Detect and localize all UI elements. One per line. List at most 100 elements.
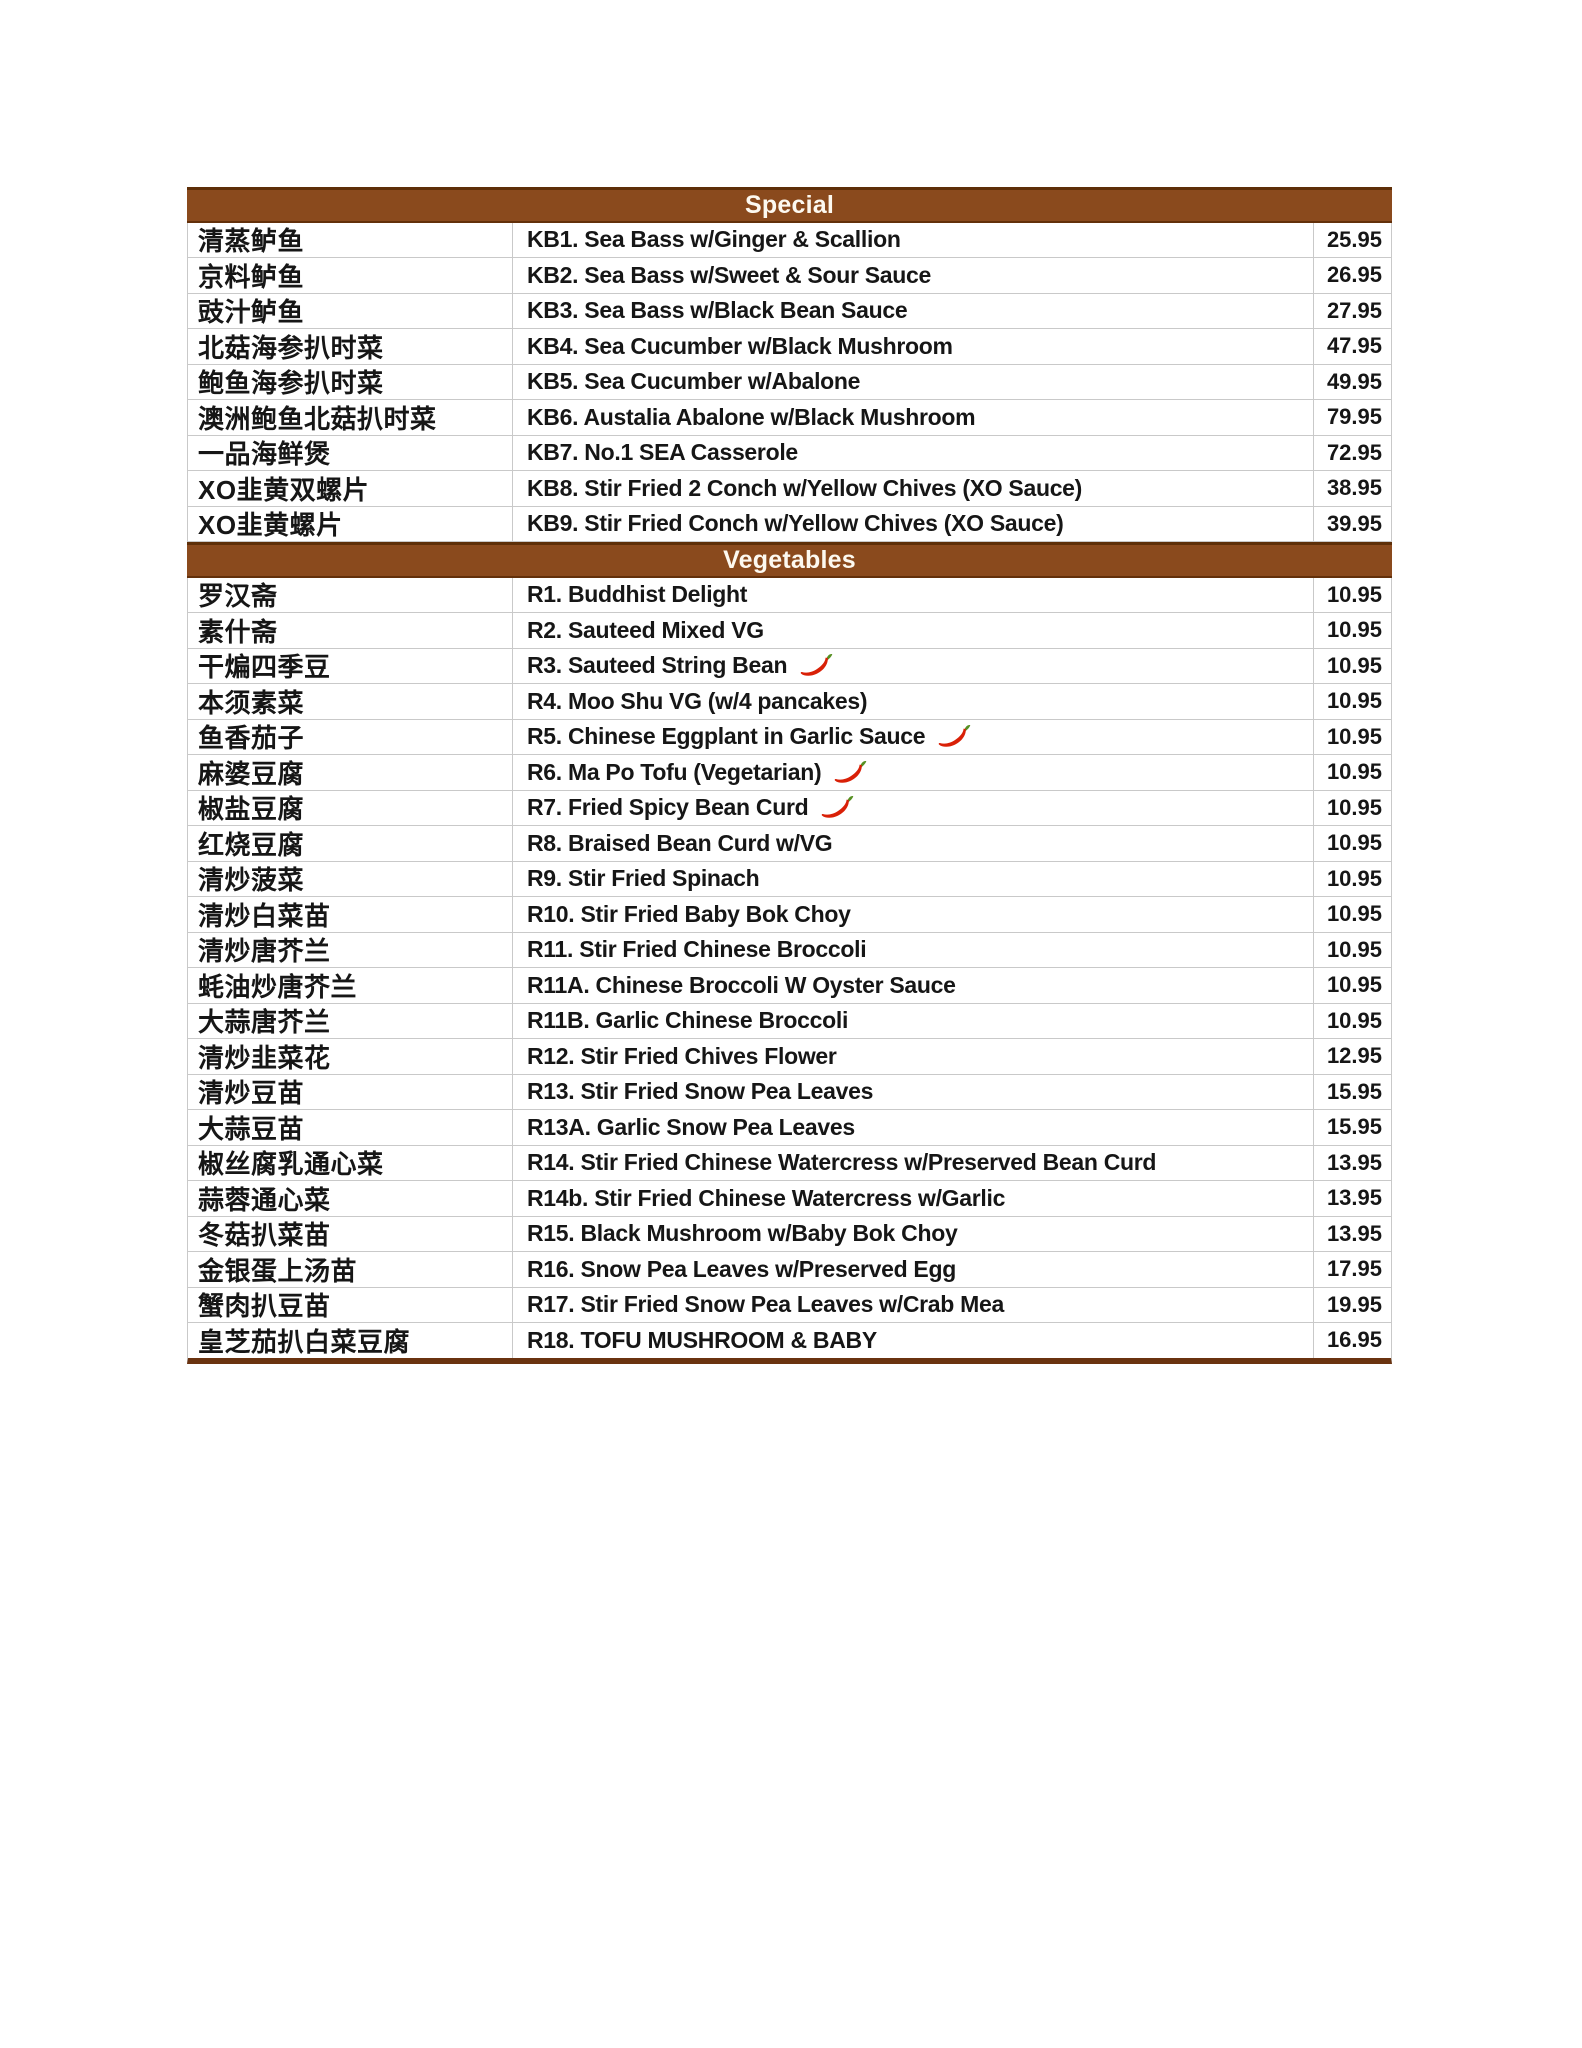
dish-price: 27.95 [1326,297,1382,323]
dish-description-cell: KB9. Stir Fried Conch w/Yellow Chives (X… [513,506,1314,541]
section-header-vegetables: Vegetables [187,542,1392,578]
dish-description-cell: R12. Stir Fried Chives Flower [513,1039,1314,1074]
dish-price: 10.95 [1326,936,1382,962]
dish-name-chinese: 鱼香茄子 [188,719,513,754]
menu-row: 干煸四季豆 R3. Sauteed String Bean 10.95 [188,648,1391,684]
chili-pepper-icon [938,725,971,748]
dish-name-english: KB1. Sea Bass w/Ginger & Scallion [527,226,901,253]
dish-name-english: R11A. Chinese Broccoli W Oyster Sauce [527,971,956,998]
section-title: Special [745,190,834,219]
dish-price: 47.95 [1326,333,1382,359]
dish-name-chinese: 皇芝茄扒白菜豆腐 [188,1323,513,1358]
menu-row: 金银蛋上汤苗 R16. Snow Pea Leaves w/Preserved E… [188,1252,1391,1288]
dish-name-chinese: 一品海鲜煲 [188,435,513,470]
menu-row: 大蒜豆苗 R13A. Garlic Snow Pea Leaves 15.95 [188,1110,1391,1146]
dish-price: 72.95 [1326,439,1382,465]
dish-description-cell: R11A. Chinese Broccoli W Oyster Sauce [513,968,1314,1003]
dish-description-cell: KB6. Austalia Abalone w/Black Mushroom [513,400,1314,435]
dish-description-cell: R18. TOFU MUSHROOM & BABY [513,1323,1314,1358]
dish-description-cell: R5. Chinese Eggplant in Garlic Sauce [513,719,1314,754]
dish-name-english: KB4. Sea Cucumber w/Black Mushroom [527,332,953,359]
menu-row: 椒丝腐乳通心菜 R14. Stir Fried Chinese Watercres… [188,1145,1391,1181]
menu-row: 鲍鱼海参扒时菜 KB5. Sea Cucumber w/Abalone 49.95 [188,364,1391,400]
menu-row: 椒盐豆腐 R7. Fried Spicy Bean Curd 10.95 [188,790,1391,826]
dish-price: 10.95 [1326,759,1382,785]
dish-name-english: R13. Stir Fried Snow Pea Leaves [527,1078,874,1105]
menu-row: 鱼香茄子 R5. Chinese Eggplant in Garlic Sauce… [188,719,1391,755]
dish-name-chinese: 素什斋 [188,613,513,648]
dish-name-english: R1. Buddhist Delight [527,581,748,608]
menu-row: 清炒唐芥兰 R11. Stir Fried Chinese Broccoli 10.… [188,932,1391,968]
menu-row: XO韭黄螺片 KB9. Stir Fried Conch w/Yellow Chi… [188,506,1391,542]
dish-description-cell: R14b. Stir Fried Chinese Watercress w/Ga… [513,1181,1314,1216]
menu-row: 清蒸鲈鱼 KB1. Sea Bass w/Ginger & Scallion 25.… [188,222,1391,258]
dish-name-english: KB7. No.1 SEA Casserole [527,439,798,466]
dish-name-english: R12. Stir Fried Chives Flower [527,1042,837,1069]
dish-name-english: R3. Sauteed String Bean [527,652,788,679]
dish-name-chinese: 清炒白菜苗 [188,897,513,932]
dish-name-chinese: 冬菇扒菜苗 [188,1216,513,1251]
dish-price: 10.95 [1326,865,1382,891]
dish-name-chinese: 蒜蓉通心菜 [188,1181,513,1216]
dish-price: 10.95 [1326,1007,1382,1033]
dish-name-chinese: 红烧豆腐 [188,826,513,861]
dish-price: 10.95 [1326,794,1382,820]
dish-name-english: R8. Braised Bean Curd w/VG [527,829,833,856]
dish-name-english: R17. Stir Fried Snow Pea Leaves w/Crab M… [527,1291,1004,1318]
dish-price: 79.95 [1326,404,1382,430]
dish-name-english: R18. TOFU MUSHROOM & BABY [527,1326,877,1353]
dish-name-chinese: 清蒸鲈鱼 [188,222,513,257]
dish-name-english: KB6. Austalia Abalone w/Black Mushroom [527,403,976,430]
menu-row: 一品海鲜煲 KB7. No.1 SEA Casserole 72.95 [188,435,1391,471]
menu-row: 素什斋 R2. Sauteed Mixed VG 10.95 [188,613,1391,649]
dish-price: 12.95 [1326,1043,1382,1069]
dish-description-cell: R13A. Garlic Snow Pea Leaves [513,1110,1314,1145]
dish-name-chinese: 北菇海参扒时菜 [188,329,513,364]
dish-description-cell: R8. Braised Bean Curd w/VG [513,826,1314,861]
dish-name-english: KB5. Sea Cucumber w/Abalone [527,368,861,395]
dish-name-english: R13A. Garlic Snow Pea Leaves [527,1113,855,1140]
dish-name-chinese: 大蒜豆苗 [188,1110,513,1145]
dish-price: 19.95 [1326,1291,1382,1317]
dish-name-english: R4. Moo Shu VG (w/4 pancakes) [527,687,868,714]
dish-description-cell: KB2. Sea Bass w/Sweet & Sour Sauce [513,258,1314,293]
dish-name-english: R14. Stir Fried Chinese Watercress w/Pre… [527,1149,1157,1176]
menu-row: 罗汉斋 R1. Buddhist Delight 10.95 [188,577,1391,613]
dish-name-english: R16. Snow Pea Leaves w/Preserved Egg [527,1255,956,1282]
dish-name-chinese: 蟹肉扒豆苗 [188,1287,513,1322]
menu-row: 清炒豆苗 R13. Stir Fried Snow Pea Leaves 15.95 [188,1074,1391,1110]
menu-row: 清炒白菜苗 R10. Stir Fried Baby Bok Choy 10.95 [188,897,1391,933]
dish-name-chinese: 清炒唐芥兰 [188,932,513,967]
dish-name-english: KB3. Sea Bass w/Black Bean Sauce [527,297,908,324]
dish-description-cell: R7. Fried Spicy Bean Curd [513,790,1314,825]
dish-description-cell: KB3. Sea Bass w/Black Bean Sauce [513,293,1314,328]
dish-name-chinese: XO韭黄双螺片 [188,471,513,506]
dish-description-cell: R16. Snow Pea Leaves w/Preserved Egg [513,1252,1314,1287]
menu-row: 麻婆豆腐 R6. Ma Po Tofu (Vegetarian) 10.95 [188,755,1391,791]
dish-price: 15.95 [1326,1078,1382,1104]
dish-name-chinese: 椒丝腐乳通心菜 [188,1145,513,1180]
dish-description-cell: R2. Sauteed Mixed VG [513,613,1314,648]
section-header-special: Special [187,187,1392,223]
dish-name-chinese: 本须素菜 [188,684,513,719]
menu-row: 红烧豆腐 R8. Braised Bean Curd w/VG 10.95 [188,826,1391,862]
dish-name-chinese: 清炒豆苗 [188,1074,513,1109]
dish-description-cell: R17. Stir Fried Snow Pea Leaves w/Crab M… [513,1287,1314,1322]
dish-name-chinese: 鲍鱼海参扒时菜 [188,364,513,399]
dish-price: 26.95 [1326,262,1382,288]
dish-price: 10.95 [1326,830,1382,856]
dish-description-cell: R11B. Garlic Chinese Broccoli [513,1003,1314,1038]
dish-price: 10.95 [1326,617,1382,643]
dish-description-cell: KB8. Stir Fried 2 Conch w/Yellow Chives … [513,471,1314,506]
menu-row: 清炒韭菜花 R12. Stir Fried Chives Flower 12.95 [188,1039,1391,1075]
dish-price: 13.95 [1326,1149,1382,1175]
dish-name-chinese: 罗汉斋 [188,577,513,612]
dish-description-cell: R3. Sauteed String Bean [513,648,1314,683]
menu-row: 冬菇扒菜苗 R15. Black Mushroom w/Baby Bok Choy… [188,1216,1391,1252]
dish-price: 10.95 [1326,652,1382,678]
dish-price: 16.95 [1326,1327,1382,1353]
menu-row: 清炒菠菜 R9. Stir Fried Spinach 10.95 [188,861,1391,897]
menu-table: Special 清蒸鲈鱼 KB1. Sea Bass w/Ginger & Scal… [187,187,1392,1364]
menu-row: 本须素菜 R4. Moo Shu VG (w/4 pancakes) 10.95 [188,684,1391,720]
dish-price: 13.95 [1326,1185,1382,1211]
